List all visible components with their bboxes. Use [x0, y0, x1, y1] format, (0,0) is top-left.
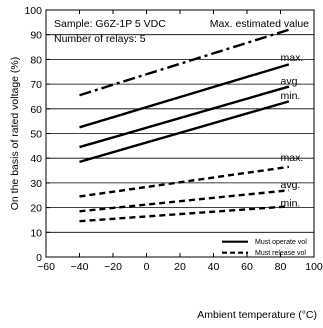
y-tick-label: 30 [30, 178, 42, 190]
y-tick-label: 10 [30, 227, 42, 239]
x-tick-label: 100 [305, 261, 323, 273]
x-tick-label: 60 [241, 261, 253, 273]
series-line-max-estimated [79, 28, 290, 97]
series-label: max. [281, 152, 304, 164]
y-tick-label: 90 [30, 30, 42, 42]
series-line-release-max [79, 165, 290, 198]
x-tick-label: 0 [144, 261, 150, 273]
y-tick-label: 80 [30, 54, 42, 66]
series-label: min. [281, 198, 301, 210]
y-tick-label: 40 [30, 153, 42, 165]
x-tick-label: 40 [208, 261, 220, 273]
y-tick-label: 100 [24, 5, 42, 17]
annotation-sample: Sample: G6Z-1P 5 VDC [54, 18, 166, 30]
x-tick-label: 20 [174, 261, 186, 273]
x-tick-label: −60 [37, 261, 55, 273]
series-label: max. [281, 52, 304, 64]
series-label: avg. [281, 179, 301, 191]
y-tick-label: 50 [30, 129, 42, 141]
x-tick-label: −40 [71, 261, 89, 273]
series-line-operate-avg [79, 85, 290, 149]
y-tick-label: 70 [30, 79, 42, 91]
series-label: avg. [281, 75, 301, 87]
series-line-operate-min [79, 100, 290, 164]
x-tick-label: 80 [275, 261, 287, 273]
y-tick-label: 60 [30, 104, 42, 116]
y-axis-label: On the basis of rated voltage (%) [9, 57, 21, 211]
legend-label: Must release vol [255, 250, 306, 257]
y-tick-label: 20 [30, 203, 42, 215]
series-label: min. [281, 90, 301, 102]
series-line-release-avg [79, 189, 289, 213]
annotation-max-estimated: Max. estimated value [210, 18, 309, 30]
series-line-operate-max [79, 63, 290, 129]
x-axis-label: Ambient temperature (°C) [197, 309, 317, 321]
y-tick-label: 0 [36, 252, 42, 264]
x-tick-label: −20 [104, 261, 122, 273]
legend-label: Must operate vol [255, 239, 307, 246]
annotation-relays: Number of relays: 5 [54, 33, 146, 45]
series-line-release-min [79, 205, 289, 223]
